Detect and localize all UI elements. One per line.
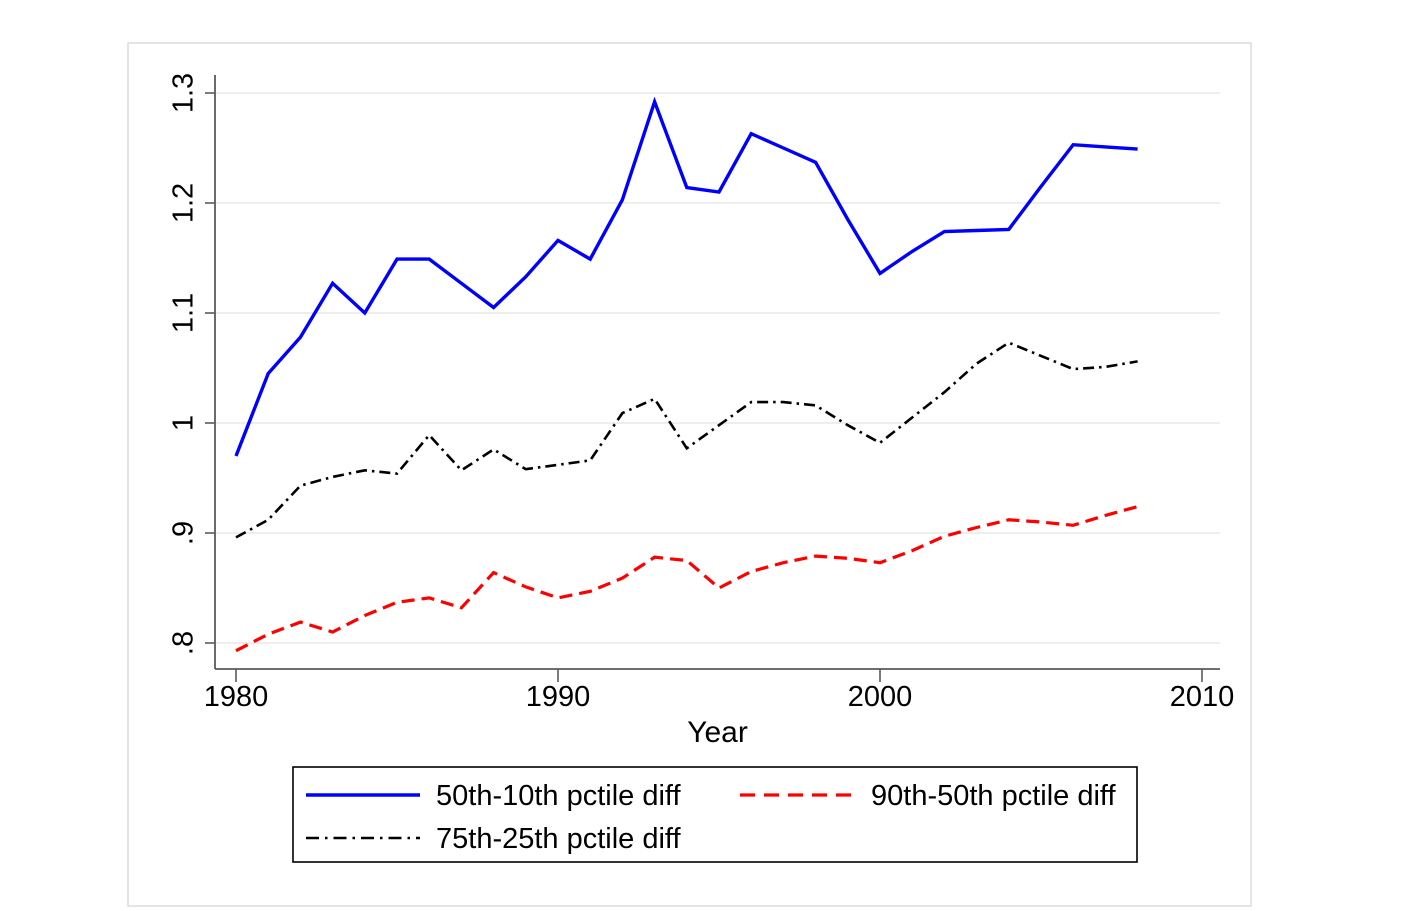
y-tick-label: 1.3 — [168, 73, 200, 113]
chart-svg: .8 .9 1 1.1 1.2 1.3 1980 1990 2000 2010 Year50th-1… — [127, 42, 1252, 907]
x-tick-label: 1980 — [204, 681, 269, 713]
x-tick-label: 2000 — [848, 681, 913, 713]
legend-label: 50th-10th pctile diff — [436, 780, 681, 812]
series-line-75th-25th — [235, 341, 1138, 539]
legend-label: 90th-50th pctile diff — [871, 780, 1116, 812]
x-tick-label: 1990 — [526, 681, 591, 713]
y-tick-label: 1.1 — [168, 293, 200, 333]
legend-label: 75th-25th pctile diff — [436, 823, 681, 855]
x-axis-title: Year — [687, 716, 748, 749]
y-tick-label: .8 — [168, 631, 200, 655]
x-tick-label: 2010 — [1170, 681, 1235, 713]
y-tick-label: 1 — [168, 415, 200, 431]
y-tick-label: .9 — [168, 521, 200, 545]
series-line-50th-10th — [234, 96, 1138, 457]
series-line-90th-50th — [235, 505, 1139, 653]
figure-border — [127, 42, 1252, 907]
y-tick-label: 1.2 — [168, 183, 200, 223]
legend-box — [292, 766, 1138, 863]
